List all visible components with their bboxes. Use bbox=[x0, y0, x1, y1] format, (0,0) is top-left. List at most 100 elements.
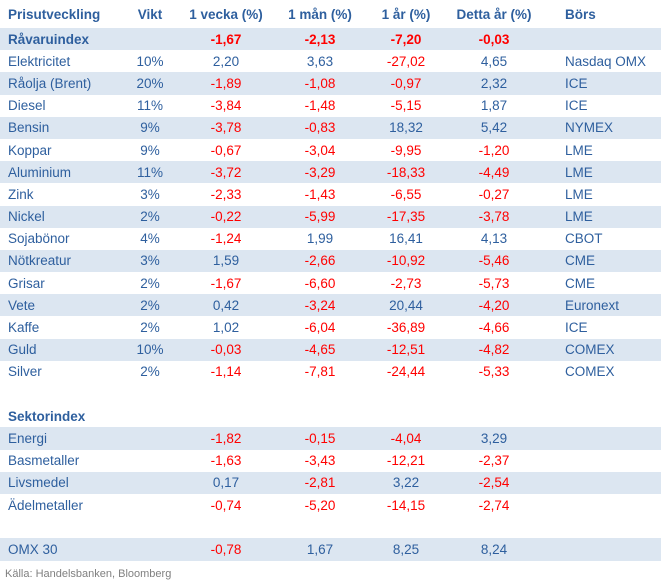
row-label bbox=[0, 516, 124, 538]
table-row: Livsmedel 0,17 -2,81 3,22 -2,54 bbox=[0, 471, 661, 494]
value-cell: -3,04 bbox=[304, 142, 336, 158]
exchange-cell: ICE bbox=[565, 75, 588, 91]
price-table: Prisutveckling Vikt 1 vecka (%) 1 mån (%… bbox=[0, 0, 661, 561]
value-cell: 16,41 bbox=[389, 231, 423, 247]
table-row: Kaffe 2% 1,02 -6,04 -36,89 -4,66 ICE bbox=[0, 316, 661, 338]
value-cell bbox=[176, 516, 276, 538]
row-label: Energi bbox=[8, 430, 48, 446]
weight-cell: 9% bbox=[140, 120, 160, 136]
value-cell: -3,78 bbox=[478, 209, 510, 225]
row-label: Guld bbox=[8, 342, 37, 358]
value-cell: -4,04 bbox=[390, 430, 422, 446]
row-label: Kaffe bbox=[8, 320, 40, 336]
value-cell: -5,20 bbox=[304, 497, 336, 513]
value-cell: -0,15 bbox=[304, 430, 336, 446]
exchange-cell bbox=[540, 405, 661, 427]
value-cell: -3,78 bbox=[210, 120, 242, 136]
row-label: OMX 30 bbox=[8, 541, 58, 557]
col-header-1-ar: 1 år (%) bbox=[381, 6, 431, 22]
exchange-cell: COMEX bbox=[565, 342, 615, 358]
value-cell: -2,66 bbox=[304, 253, 336, 269]
value-cell: -2,81 bbox=[304, 475, 336, 491]
table-row: Bensin 9% -3,78 -0,83 18,32 5,42 NYMEX bbox=[0, 116, 661, 139]
value-cell: -1,48 bbox=[304, 98, 336, 114]
row-label: Sektorindex bbox=[8, 408, 86, 424]
value-cell: -10,92 bbox=[386, 253, 426, 269]
exchange-cell: ICE bbox=[565, 320, 588, 336]
table-row: Vete 2% 0,42 -3,24 20,44 -4,20 Euronext bbox=[0, 294, 661, 317]
weight-cell bbox=[124, 28, 176, 50]
value-cell: -6,04 bbox=[304, 320, 336, 336]
value-cell: 1,87 bbox=[480, 98, 508, 114]
col-header-prisutveckling: Prisutveckling bbox=[8, 6, 101, 22]
weight-cell: 11% bbox=[136, 164, 164, 180]
value-cell: -2,54 bbox=[478, 475, 510, 491]
source-note: Källa: Handelsbanken, Bloomberg bbox=[5, 567, 172, 580]
col-header-1-vecka: 1 vecka (%) bbox=[189, 6, 263, 22]
value-cell bbox=[276, 516, 364, 538]
value-cell bbox=[364, 405, 448, 427]
weight-cell bbox=[124, 472, 176, 494]
value-cell: -4,66 bbox=[478, 320, 510, 336]
weight-cell: 11% bbox=[136, 98, 164, 114]
exchange-cell bbox=[540, 427, 661, 449]
table-row: Zink 3% -2,33 -1,43 -6,55 -0,27 LME bbox=[0, 183, 661, 205]
weight-cell: 2% bbox=[140, 209, 160, 225]
table-row: Råolja (Brent) 20% -1,89 -1,08 -0,97 2,32 ICE bbox=[0, 72, 661, 95]
exchange-cell bbox=[540, 494, 661, 516]
value-cell: 3,22 bbox=[392, 475, 420, 491]
value-cell: -9,95 bbox=[390, 142, 422, 158]
value-cell: 3,29 bbox=[480, 430, 508, 446]
row-label bbox=[0, 383, 124, 405]
table-row: Grisar 2% -1,67 -6,60 -2,73 -5,73 CME bbox=[0, 272, 661, 294]
exchange-cell bbox=[540, 538, 661, 560]
weight-cell bbox=[124, 516, 176, 538]
value-cell bbox=[364, 383, 448, 405]
exchange-cell bbox=[540, 516, 661, 538]
exchange-cell bbox=[540, 383, 661, 405]
row-label: Livsmedel bbox=[8, 475, 69, 491]
weight-cell: 9% bbox=[140, 142, 160, 158]
weight-cell: 10% bbox=[136, 53, 164, 69]
exchange-cell: CME bbox=[565, 253, 595, 269]
value-cell: -1,14 bbox=[210, 364, 242, 380]
value-cell: 8,24 bbox=[480, 541, 508, 557]
value-cell: 3,63 bbox=[306, 53, 334, 69]
value-cell: -2,37 bbox=[478, 453, 510, 469]
value-cell: -3,84 bbox=[210, 98, 242, 114]
table-row: Nötkreatur 3% 1,59 -2,66 -10,92 -5,46 CME bbox=[0, 249, 661, 273]
table-row: Diesel 11% -3,84 -1,48 -5,15 1,87 ICE bbox=[0, 95, 661, 117]
value-cell: -1,82 bbox=[210, 430, 242, 446]
value-cell: -0,83 bbox=[304, 120, 336, 136]
value-cell: -0,97 bbox=[390, 75, 422, 91]
exchange-cell bbox=[540, 450, 661, 472]
value-cell: -3,29 bbox=[304, 164, 336, 180]
spacer-row bbox=[0, 516, 661, 538]
value-cell: 1,02 bbox=[212, 320, 240, 336]
value-cell: 2,32 bbox=[480, 75, 508, 91]
value-cell: 1,99 bbox=[306, 231, 334, 247]
row-label: Bensin bbox=[8, 120, 50, 136]
exchange-cell: LME bbox=[565, 142, 593, 158]
table-row: OMX 30 -0,78 1,67 8,25 8,24 bbox=[0, 538, 661, 561]
value-cell: -7,81 bbox=[304, 364, 336, 380]
value-cell bbox=[448, 383, 540, 405]
table-row: Sektorindex bbox=[0, 405, 661, 427]
table-row: Silver 2% -1,14 -7,81 -24,44 -5,33 COMEX bbox=[0, 361, 661, 383]
table-row: Guld 10% -0,03 -4,65 -12,51 -4,82 COMEX bbox=[0, 338, 661, 361]
weight-cell: 20% bbox=[136, 75, 164, 91]
weight-cell bbox=[124, 538, 176, 560]
weight-cell: 2% bbox=[140, 275, 160, 291]
table-body: Råvaruindex -1,67 -2,13 -7,20 -0,03 Elektrici… bbox=[0, 28, 661, 561]
row-label: Elektricitet bbox=[8, 53, 71, 69]
value-cell: 18,32 bbox=[389, 120, 423, 136]
value-cell: -5,33 bbox=[478, 364, 510, 380]
value-cell bbox=[448, 405, 540, 427]
value-cell: -18,33 bbox=[386, 164, 426, 180]
header-row: Prisutveckling Vikt 1 vecka (%) 1 mån (%… bbox=[0, 0, 661, 28]
weight-cell bbox=[124, 427, 176, 449]
row-label: Vete bbox=[8, 297, 36, 313]
value-cell: 0,17 bbox=[212, 475, 240, 491]
value-cell: -3,43 bbox=[304, 453, 336, 469]
